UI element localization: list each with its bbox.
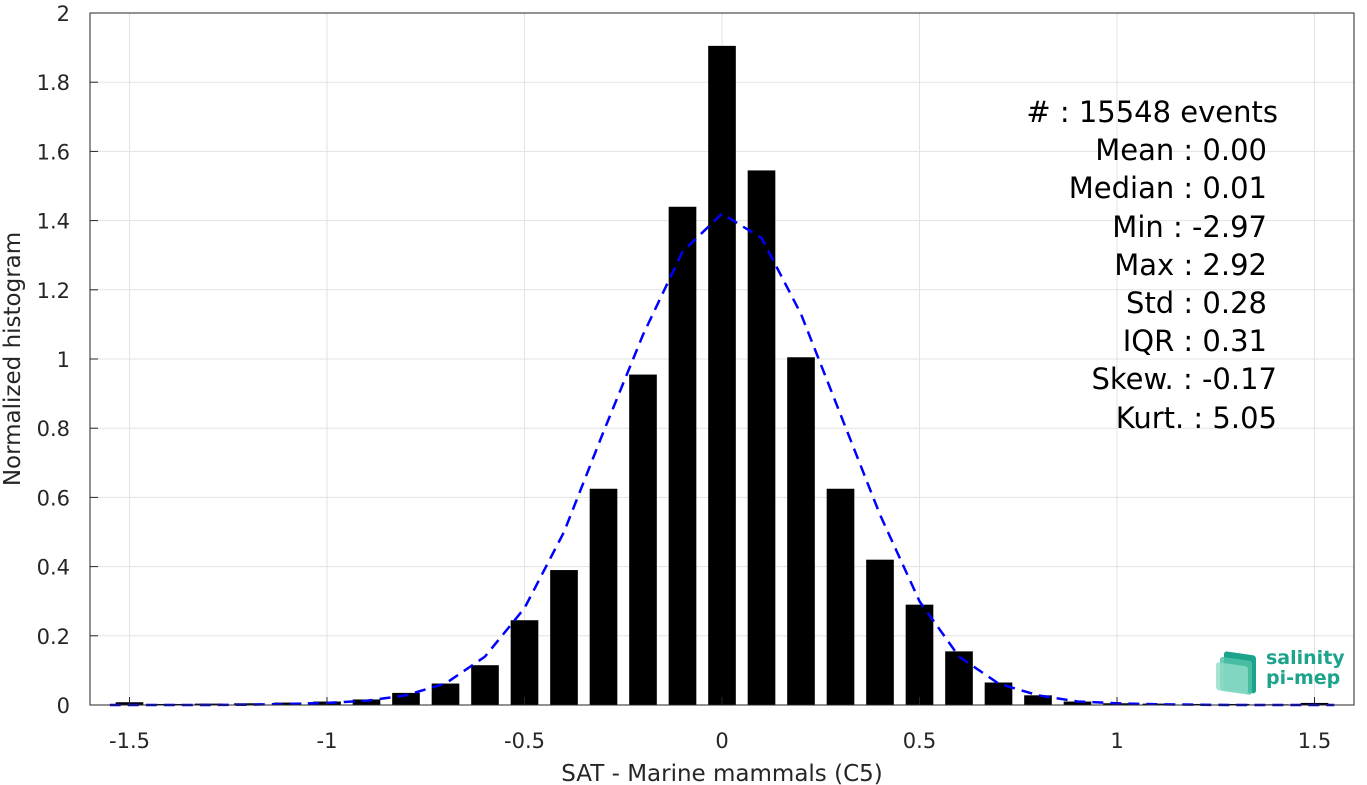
stat-min: Min : -2.97	[1112, 210, 1267, 244]
histogram-bar	[905, 604, 934, 705]
histogram-bar	[1063, 701, 1092, 705]
histogram-bar	[273, 702, 302, 705]
stat-skew: Skew. : -0.17	[1091, 362, 1277, 396]
x-tick-label: -0.5	[504, 729, 545, 753]
y-tick-label: 0.6	[37, 486, 70, 510]
y-tick-label: 1	[57, 348, 70, 372]
stat-max: Max : 2.92	[1114, 248, 1267, 282]
stat-std: Std : 0.28	[1126, 286, 1267, 320]
histogram-bar	[234, 703, 262, 705]
histogram-bar	[747, 170, 776, 705]
x-tick-label: 1.5	[1298, 729, 1331, 753]
histogram-bar	[629, 374, 657, 705]
statistics-box: # : 15548 events Mean : 0.00 Median : 0.…	[1026, 95, 1278, 435]
histogram-bar	[1182, 703, 1210, 705]
histogram-bar	[984, 682, 1013, 705]
logo-line-1: salinity	[1266, 647, 1345, 669]
histogram-bar	[708, 45, 736, 706]
logo-line-2: pi-mep	[1266, 667, 1341, 689]
histogram-bar	[589, 488, 618, 705]
x-tick-label: -1	[317, 729, 338, 753]
y-axis-label: Normalized histogram	[0, 232, 26, 486]
x-axis-label: SAT - Marine mammals (C5)	[561, 761, 883, 785]
histogram-bars	[115, 45, 1329, 706]
y-tick-label: 0	[57, 694, 70, 718]
y-tick-label: 0.8	[37, 417, 70, 441]
histogram-bar	[510, 620, 539, 705]
x-axis-ticks: -1.5 -1 -0.5 0 0.5 1 1.5	[109, 697, 1331, 753]
histogram-bar	[787, 357, 815, 705]
y-tick-label: 0.4	[37, 556, 70, 580]
stat-events: # : 15548 events	[1026, 95, 1278, 129]
x-tick-label: 0.5	[903, 729, 936, 753]
histogram-bar	[866, 559, 894, 705]
histogram-bar	[431, 683, 460, 705]
stat-median: Median : 0.01	[1069, 171, 1267, 205]
salinity-pi-mep-logo: salinity pi-mep	[1216, 646, 1346, 696]
stat-iqr: IQR : 0.31	[1123, 324, 1267, 358]
histogram-bar	[826, 488, 855, 705]
y-tick-label: 2	[57, 2, 70, 26]
stat-kurt: Kurt. : 5.05	[1116, 401, 1277, 435]
y-tick-label: 1.8	[37, 71, 70, 95]
y-tick-label: 1.2	[37, 279, 70, 303]
y-tick-label: 1.4	[37, 210, 70, 234]
logo-waves-icon	[1216, 651, 1256, 695]
histogram-bar	[1024, 695, 1052, 705]
x-tick-label: 1	[1110, 729, 1123, 753]
y-tick-label: 0.2	[37, 625, 70, 649]
histogram-bar	[352, 699, 381, 705]
x-tick-label: 0	[715, 729, 728, 753]
histogram-bar	[471, 665, 499, 705]
y-axis-ticks: 0 0.2 0.4 0.6 0.8 1 1.2 1.4 1.6 1.8 2	[37, 2, 98, 718]
histogram-bar	[550, 570, 578, 705]
histogram-bar	[945, 651, 973, 705]
histogram-bar	[1221, 703, 1250, 705]
x-tick-label: -1.5	[109, 729, 150, 753]
histogram-bar	[668, 206, 697, 705]
stat-mean: Mean : 0.00	[1095, 133, 1267, 167]
y-tick-label: 1.6	[37, 140, 70, 164]
